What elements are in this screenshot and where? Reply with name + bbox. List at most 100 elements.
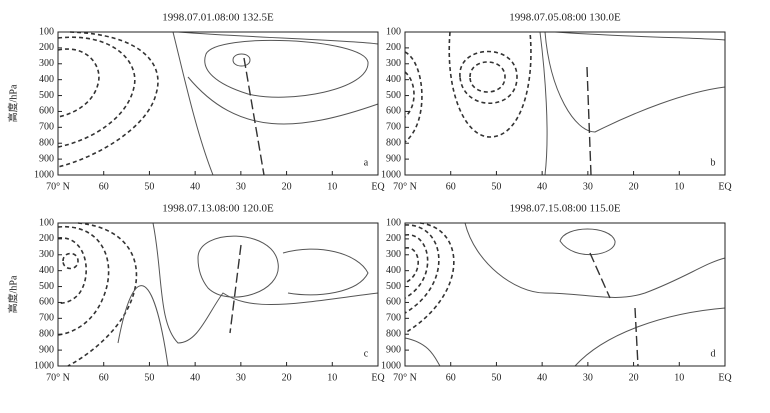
x-tick-label: 50 [144, 372, 154, 383]
x-tick-label: 40 [537, 181, 547, 192]
y-tick-label: 800 [386, 329, 401, 340]
contour-line [197, 235, 279, 298]
contour-line [559, 228, 616, 256]
y-tick-label: 600 [386, 106, 401, 117]
y-tick-label: 1000 [381, 169, 401, 180]
y-tick-label: 700 [386, 122, 401, 133]
y-axis-label: 高度/hPa [6, 275, 19, 313]
contour-line [448, 31, 532, 138]
y-axis-label: 高度/hPa [6, 84, 19, 122]
panel: 1998.07.05.08:00 130.0E b 100 200 300 400 500 6… [381, 12, 732, 193]
y-tick-label: 900 [39, 153, 54, 164]
x-tick-label: 70° N [46, 181, 70, 192]
panel: 1998.07.01.08:00 132.5E a 高度/hPa 100 200 300 4… [6, 12, 385, 193]
plot-frame [57, 31, 379, 176]
jet-axis [243, 57, 265, 176]
x-tick-label: 40 [190, 372, 200, 383]
contour-line [57, 48, 100, 118]
x-tick-label: EQ [718, 372, 732, 383]
x-tick-label: 40 [537, 372, 547, 383]
y-tick-label: 100 [39, 217, 54, 228]
y-tick-label: 600 [39, 297, 54, 308]
panel-label: d [711, 348, 716, 359]
y-tick-label: 100 [386, 26, 401, 37]
x-tick-label: EQ [371, 372, 385, 383]
y-tick-label: 200 [386, 233, 401, 244]
plot-frame [57, 222, 379, 367]
y-tick-label: 900 [386, 344, 401, 355]
contour-line [459, 50, 518, 105]
y-tick-label: 100 [386, 217, 401, 228]
panel-label: a [364, 157, 369, 168]
y-tick-label: 600 [39, 106, 54, 117]
contour-line [117, 285, 169, 367]
y-tick-label: 300 [39, 249, 54, 260]
y-tick-label: 400 [39, 74, 54, 85]
x-tick-label: 30 [583, 372, 593, 383]
x-tick-label: 50 [144, 181, 154, 192]
y-tick-label: 900 [39, 344, 54, 355]
contour-line [404, 51, 423, 143]
x-tick-label: 70° N [393, 181, 417, 192]
contour-line [187, 76, 379, 125]
x-tick-label: 20 [282, 181, 292, 192]
x-tick-label: 30 [236, 181, 246, 192]
x-tick-label: 50 [491, 372, 501, 383]
y-tick-label: 400 [386, 265, 401, 276]
x-tick-label: 10 [674, 372, 684, 383]
contour-line [464, 222, 726, 298]
y-tick-label: 500 [39, 281, 54, 292]
contour-line [469, 61, 506, 93]
contour-line [404, 71, 415, 118]
jet-axis [634, 307, 639, 367]
y-tick-label: 700 [39, 313, 54, 324]
contour-line [404, 224, 440, 314]
contour-line [62, 252, 79, 270]
x-tick-label: 50 [491, 181, 501, 192]
y-tick-label: 800 [386, 138, 401, 149]
panel-label: b [711, 157, 716, 168]
x-tick-label: EQ [371, 181, 385, 192]
contour-line [282, 248, 369, 296]
panel-title: 1998.07.01.08:00 132.5E [162, 12, 274, 24]
x-tick-label: 70° N [46, 372, 70, 383]
contour-line [539, 31, 548, 176]
x-tick-label: EQ [718, 181, 732, 192]
y-tick-label: 400 [39, 265, 54, 276]
contour-line [232, 53, 251, 67]
x-tick-label: 60 [99, 181, 109, 192]
contour-line [57, 237, 87, 304]
x-tick-label: 30 [583, 181, 593, 192]
x-tick-label: 10 [327, 181, 337, 192]
contour-line [204, 39, 369, 98]
jet-axis [229, 244, 242, 334]
panel-title: 1998.07.05.08:00 130.0E [509, 12, 621, 24]
y-tick-label: 800 [39, 329, 54, 340]
panel: 1998.07.15.08:00 115.0E d 100 200 300 400 500 6… [381, 203, 732, 384]
x-tick-label: 60 [446, 372, 456, 383]
contour-line [152, 222, 379, 344]
panel-label: c [364, 348, 369, 359]
x-tick-label: 20 [629, 372, 639, 383]
contour-line [574, 307, 726, 367]
plot-frame [404, 222, 726, 367]
plot-frame [404, 31, 726, 176]
contour-line [404, 247, 419, 284]
jet-axis [586, 66, 592, 176]
y-tick-label: 300 [386, 58, 401, 69]
contour-line [177, 31, 379, 45]
contour-line [57, 31, 159, 168]
y-tick-label: 800 [39, 138, 54, 149]
panel: 1998.07.13.08:00 120.0E c 高度/hPa 100 200 300 4… [6, 203, 385, 384]
y-tick-label: 1000 [381, 360, 401, 371]
y-tick-label: 900 [386, 153, 401, 164]
x-tick-label: 40 [190, 181, 200, 192]
jet-axis [589, 252, 611, 299]
y-tick-label: 200 [39, 233, 54, 244]
x-tick-label: 20 [282, 372, 292, 383]
y-tick-label: 200 [386, 42, 401, 53]
y-tick-label: 1000 [34, 360, 54, 371]
y-tick-label: 100 [39, 26, 54, 37]
contour-line [544, 31, 726, 133]
